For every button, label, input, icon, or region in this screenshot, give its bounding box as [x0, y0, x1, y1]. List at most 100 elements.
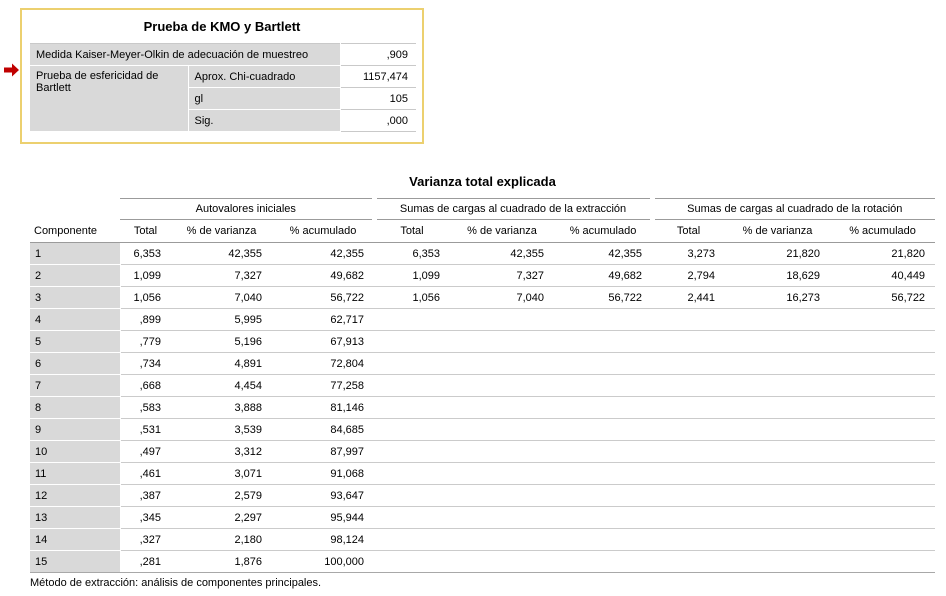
group-header-row: Autovalores iniciales Sumas de cargas al…: [30, 198, 936, 220]
component-cell: 8: [30, 396, 121, 419]
value-cell: [554, 484, 653, 507]
kmo-output-item[interactable]: Prueba de KMO y Bartlett Medida Kaiser-M…: [20, 8, 424, 144]
value-cell: [450, 330, 554, 353]
bartlett-df-value: 105: [340, 87, 417, 110]
column-header: Total: [652, 219, 726, 243]
value-cell: 42,355: [554, 242, 653, 265]
value-cell: 2,794: [652, 264, 726, 287]
value-cell: 1,099: [120, 264, 171, 287]
value-cell: [554, 352, 653, 375]
value-cell: 3,539: [171, 418, 272, 441]
col-group-extraction-sums: Sumas de cargas al cuadrado de la extrac…: [371, 198, 653, 220]
table-row: 15,281 1,876 100,000: [30, 550, 936, 573]
component-cell: 15: [30, 550, 121, 573]
value-cell: ,327: [120, 528, 171, 551]
value-cell: [830, 330, 936, 353]
value-cell: 7,327: [450, 264, 554, 287]
component-cell: 13: [30, 506, 121, 529]
column-header-row: Componente Total % de varianza % acumula…: [30, 219, 936, 243]
value-cell: 21,820: [830, 242, 936, 265]
value-cell: [830, 528, 936, 551]
table-row: 6,734 4,891 72,804: [30, 352, 936, 375]
value-cell: 81,146: [272, 396, 374, 419]
value-cell: 6,353: [374, 242, 450, 265]
variance-table: Autovalores iniciales Sumas de cargas al…: [30, 198, 936, 573]
value-cell: [725, 440, 831, 463]
value-cell: 93,647: [272, 484, 374, 507]
bartlett-row: Sig. ,000: [30, 109, 417, 132]
value-cell: 42,355: [272, 242, 374, 265]
value-cell: ,387: [120, 484, 171, 507]
component-cell: 4: [30, 308, 121, 331]
value-cell: 40,449: [830, 264, 936, 287]
kmo-measure-value: ,909: [340, 43, 417, 66]
component-cell: 2: [30, 264, 121, 287]
variance-output-item[interactable]: Varianza total explicada Autovalores ini…: [30, 174, 936, 589]
component-cell: 10: [30, 440, 121, 463]
extraction-method-footnote: Método de extracción: análisis de compon…: [30, 577, 322, 589]
value-cell: [450, 440, 554, 463]
value-cell: 100,000: [272, 550, 374, 573]
table-row: 10,497 3,312 87,997: [30, 440, 936, 463]
value-cell: [652, 418, 726, 441]
component-cell: 1: [30, 242, 121, 265]
component-cell: 7: [30, 374, 121, 397]
component-cell: 14: [30, 528, 121, 551]
value-cell: [725, 462, 831, 485]
value-cell: 5,995: [171, 308, 272, 331]
table-row: 2 1,099 7,327 49,682 1,099 7,327 49,682 2,794 18…: [30, 264, 936, 287]
value-cell: [652, 352, 726, 375]
bartlett-row: Prueba de esfericidad de Bartlett Aprox.…: [30, 65, 417, 132]
value-cell: [725, 396, 831, 419]
value-cell: [450, 352, 554, 375]
column-header-componente: Componente: [30, 219, 120, 243]
component-cell: 12: [30, 484, 121, 507]
value-cell: [830, 484, 936, 507]
value-cell: 72,804: [272, 352, 374, 375]
table-row: 3 1,056 7,040 56,722 1,056 7,040 56,722 2,441 16…: [30, 286, 936, 309]
value-cell: 1,056: [120, 286, 171, 309]
value-cell: [450, 528, 554, 551]
value-cell: [374, 462, 450, 485]
value-cell: 18,629: [725, 264, 831, 287]
column-header: % acumulado: [554, 219, 653, 243]
table-row: 1 6,353 42,355 42,355 6,353 42,355 42,355 3,273…: [30, 242, 936, 265]
value-cell: [725, 374, 831, 397]
value-cell: [374, 308, 450, 331]
value-cell: 91,068: [272, 462, 374, 485]
bartlett-chisq-label: Aprox. Chi-cuadrado: [188, 65, 341, 88]
value-cell: [554, 374, 653, 397]
value-cell: 7,327: [171, 264, 272, 287]
value-cell: 67,913: [272, 330, 374, 353]
column-header: % acumulado: [272, 219, 374, 243]
value-cell: 7,040: [450, 286, 554, 309]
table-row: 9,531 3,539 84,685: [30, 418, 936, 441]
value-cell: [830, 396, 936, 419]
value-cell: ,345: [120, 506, 171, 529]
value-cell: [450, 462, 554, 485]
value-cell: [830, 352, 936, 375]
value-cell: [374, 418, 450, 441]
value-cell: 3,071: [171, 462, 272, 485]
value-cell: [725, 484, 831, 507]
component-cell: 3: [30, 286, 121, 309]
value-cell: [374, 374, 450, 397]
value-cell: 1,056: [374, 286, 450, 309]
value-cell: 7,040: [171, 286, 272, 309]
column-header: % de varianza: [171, 219, 272, 243]
value-cell: [652, 308, 726, 331]
kmo-measure-label: Medida Kaiser-Meyer-Olkin de adecuación …: [30, 43, 341, 66]
value-cell: [725, 528, 831, 551]
value-cell: ,531: [120, 418, 171, 441]
value-cell: [652, 484, 726, 507]
component-cell: 11: [30, 462, 121, 485]
value-cell: [374, 550, 450, 573]
value-cell: [652, 374, 726, 397]
value-cell: 77,258: [272, 374, 374, 397]
value-cell: [725, 550, 831, 573]
bartlett-sig-value: ,000: [340, 109, 417, 132]
value-cell: 1,876: [171, 550, 272, 573]
value-cell: [554, 528, 653, 551]
column-header: Total: [120, 219, 171, 243]
bartlett-chisq-value: 1157,474: [340, 65, 417, 88]
